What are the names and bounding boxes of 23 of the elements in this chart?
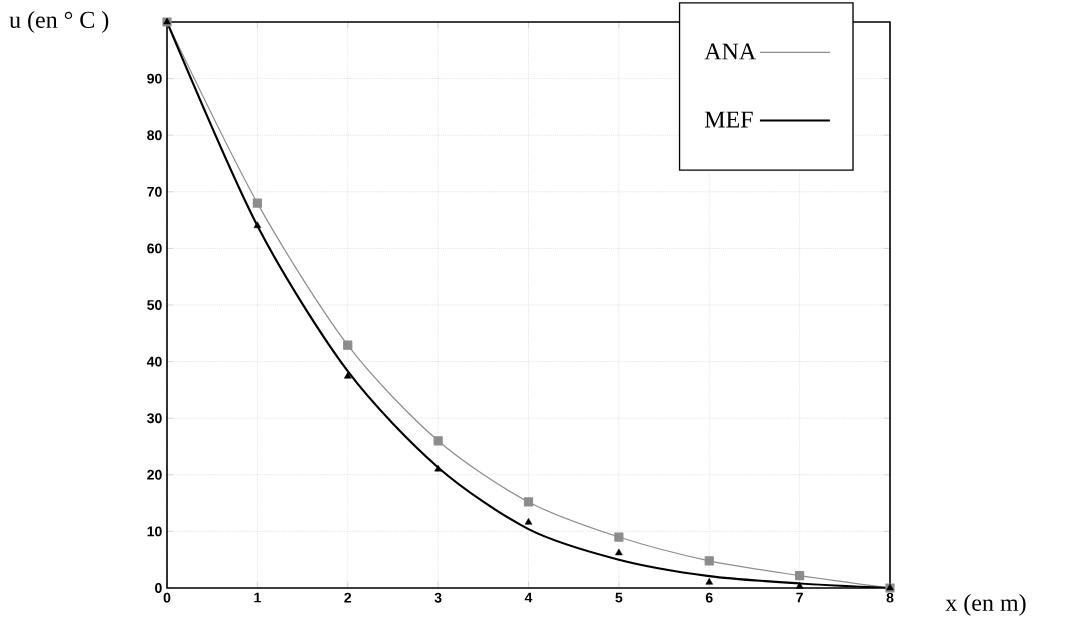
legend-label: MEF	[704, 111, 753, 128]
y-tick-label: 90	[147, 73, 162, 84]
x-axis-title: x (en m)	[945, 594, 1026, 616]
x-tick-label: 6	[705, 592, 713, 603]
y-tick-label: 40	[146, 356, 162, 367]
x-tick-label: 3	[434, 592, 442, 603]
y-tick-label: 80	[147, 130, 162, 141]
y-tick-label: 60	[147, 243, 162, 254]
y-tick-label: 20	[147, 469, 162, 480]
y-tick-label: 70	[147, 186, 162, 197]
x-tick-label: 8	[886, 592, 894, 603]
x-tick-label: 2	[344, 592, 352, 603]
y-tick-label: 50	[147, 300, 162, 310]
legend-label: ANA	[704, 43, 757, 60]
x-tick-label: 7	[796, 592, 803, 603]
y-axis-title: u (en ° C )	[9, 11, 109, 33]
y-tick-label: 0	[155, 583, 162, 593]
y-tick-label: 30	[147, 413, 162, 424]
x-tick-label: 4	[524, 592, 533, 603]
y-tick-label: 10	[147, 526, 162, 537]
x-tick-label: 1	[254, 592, 261, 603]
x-tick-label: 0	[163, 592, 171, 603]
x-tick-label: 5	[615, 592, 623, 603]
